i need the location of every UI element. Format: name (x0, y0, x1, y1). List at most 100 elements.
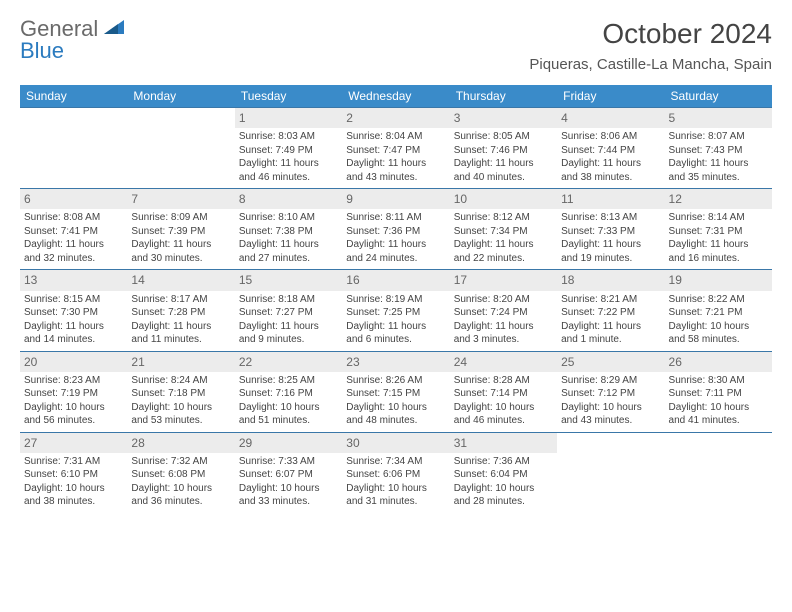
calendar-cell: 29Sunrise: 7:33 AMSunset: 6:07 PMDayligh… (235, 432, 342, 513)
sunset-text: Sunset: 7:36 PM (346, 225, 445, 239)
week-row: 6Sunrise: 8:08 AMSunset: 7:41 PMDaylight… (20, 189, 772, 270)
month-title: October 2024 (529, 18, 772, 50)
sunset-text: Sunset: 7:47 PM (346, 144, 445, 158)
day2-text: and 22 minutes. (454, 252, 553, 266)
sunrise-text: Sunrise: 8:28 AM (454, 374, 553, 388)
day2-text: and 40 minutes. (454, 171, 553, 185)
day-number: 25 (557, 352, 664, 372)
sunrise-text: Sunrise: 8:06 AM (561, 130, 660, 144)
calendar-cell: 23Sunrise: 8:26 AMSunset: 7:15 PMDayligh… (342, 351, 449, 432)
sunset-text: Sunset: 7:21 PM (669, 306, 768, 320)
day2-text: and 53 minutes. (131, 414, 230, 428)
sunrise-text: Sunrise: 8:03 AM (239, 130, 338, 144)
sunrise-text: Sunrise: 8:21 AM (561, 293, 660, 307)
sunset-text: Sunset: 7:49 PM (239, 144, 338, 158)
day-number: 20 (20, 352, 127, 372)
day-number: 14 (127, 270, 234, 290)
day1-text: Daylight: 11 hours (239, 238, 338, 252)
week-row: 20Sunrise: 8:23 AMSunset: 7:19 PMDayligh… (20, 351, 772, 432)
sunrise-text: Sunrise: 8:22 AM (669, 293, 768, 307)
calendar-cell: 31Sunrise: 7:36 AMSunset: 6:04 PMDayligh… (450, 432, 557, 513)
sunset-text: Sunset: 7:11 PM (669, 387, 768, 401)
sunrise-text: Sunrise: 8:26 AM (346, 374, 445, 388)
day1-text: Daylight: 11 hours (239, 157, 338, 171)
day1-text: Daylight: 10 hours (454, 482, 553, 496)
day1-text: Daylight: 10 hours (346, 401, 445, 415)
sunrise-text: Sunrise: 7:31 AM (24, 455, 123, 469)
calendar-table: Sunday Monday Tuesday Wednesday Thursday… (20, 85, 772, 513)
calendar-cell: 3Sunrise: 8:05 AMSunset: 7:46 PMDaylight… (450, 108, 557, 189)
day2-text: and 27 minutes. (239, 252, 338, 266)
day1-text: Daylight: 11 hours (131, 320, 230, 334)
calendar-cell: 18Sunrise: 8:21 AMSunset: 7:22 PMDayligh… (557, 270, 664, 351)
page-header: General Blue October 2024 Piqueras, Cast… (20, 18, 772, 73)
day-number: 1 (235, 108, 342, 128)
day1-text: Daylight: 11 hours (131, 238, 230, 252)
day1-text: Daylight: 10 hours (131, 401, 230, 415)
calendar-cell: 11Sunrise: 8:13 AMSunset: 7:33 PMDayligh… (557, 189, 664, 270)
sunrise-text: Sunrise: 8:09 AM (131, 211, 230, 225)
sunrise-text: Sunrise: 8:15 AM (24, 293, 123, 307)
day2-text: and 19 minutes. (561, 252, 660, 266)
week-row: 27Sunrise: 7:31 AMSunset: 6:10 PMDayligh… (20, 432, 772, 513)
day1-text: Daylight: 11 hours (669, 238, 768, 252)
day2-text: and 32 minutes. (24, 252, 123, 266)
sunrise-text: Sunrise: 8:17 AM (131, 293, 230, 307)
day-number: 9 (342, 189, 449, 209)
day-number: 8 (235, 189, 342, 209)
day1-text: Daylight: 11 hours (454, 320, 553, 334)
day1-text: Daylight: 10 hours (24, 482, 123, 496)
day-number: 4 (557, 108, 664, 128)
sunrise-text: Sunrise: 8:10 AM (239, 211, 338, 225)
sunrise-text: Sunrise: 8:13 AM (561, 211, 660, 225)
day2-text: and 9 minutes. (239, 333, 338, 347)
calendar-cell: 7Sunrise: 8:09 AMSunset: 7:39 PMDaylight… (127, 189, 234, 270)
day2-text: and 38 minutes. (561, 171, 660, 185)
day1-text: Daylight: 10 hours (131, 482, 230, 496)
day2-text: and 51 minutes. (239, 414, 338, 428)
sunrise-text: Sunrise: 8:20 AM (454, 293, 553, 307)
day2-text: and 43 minutes. (346, 171, 445, 185)
sunrise-text: Sunrise: 8:25 AM (239, 374, 338, 388)
day-number: 22 (235, 352, 342, 372)
day2-text: and 58 minutes. (669, 333, 768, 347)
calendar-cell: 22Sunrise: 8:25 AMSunset: 7:16 PMDayligh… (235, 351, 342, 432)
sunset-text: Sunset: 7:34 PM (454, 225, 553, 239)
sunset-text: Sunset: 6:04 PM (454, 468, 553, 482)
day-number: 12 (665, 189, 772, 209)
location-text: Piqueras, Castille-La Mancha, Spain (529, 56, 772, 73)
calendar-cell: 5Sunrise: 8:07 AMSunset: 7:43 PMDaylight… (665, 108, 772, 189)
day2-text: and 38 minutes. (24, 495, 123, 509)
day1-text: Daylight: 10 hours (239, 401, 338, 415)
day2-text: and 46 minutes. (454, 414, 553, 428)
sunset-text: Sunset: 7:31 PM (669, 225, 768, 239)
day-number: 27 (20, 433, 127, 453)
brand-bottom: Blue (20, 40, 126, 62)
calendar-cell: 26Sunrise: 8:30 AMSunset: 7:11 PMDayligh… (665, 351, 772, 432)
calendar-cell: 16Sunrise: 8:19 AMSunset: 7:25 PMDayligh… (342, 270, 449, 351)
day1-text: Daylight: 10 hours (239, 482, 338, 496)
sunrise-text: Sunrise: 8:11 AM (346, 211, 445, 225)
calendar-cell: 9Sunrise: 8:11 AMSunset: 7:36 PMDaylight… (342, 189, 449, 270)
day1-text: Daylight: 11 hours (24, 238, 123, 252)
calendar-cell: 2Sunrise: 8:04 AMSunset: 7:47 PMDaylight… (342, 108, 449, 189)
day1-text: Daylight: 11 hours (454, 157, 553, 171)
day2-text: and 24 minutes. (346, 252, 445, 266)
calendar-cell: 10Sunrise: 8:12 AMSunset: 7:34 PMDayligh… (450, 189, 557, 270)
day1-text: Daylight: 10 hours (561, 401, 660, 415)
day-header: Friday (557, 85, 664, 108)
day-number: 29 (235, 433, 342, 453)
day2-text: and 56 minutes. (24, 414, 123, 428)
sunset-text: Sunset: 7:12 PM (561, 387, 660, 401)
sunset-text: Sunset: 7:30 PM (24, 306, 123, 320)
day2-text: and 43 minutes. (561, 414, 660, 428)
day2-text: and 41 minutes. (669, 414, 768, 428)
day1-text: Daylight: 11 hours (669, 157, 768, 171)
sunrise-text: Sunrise: 8:29 AM (561, 374, 660, 388)
calendar-cell (557, 432, 664, 513)
day1-text: Daylight: 11 hours (24, 320, 123, 334)
brand-logo: General Blue (20, 18, 126, 62)
calendar-cell: 24Sunrise: 8:28 AMSunset: 7:14 PMDayligh… (450, 351, 557, 432)
sunset-text: Sunset: 6:10 PM (24, 468, 123, 482)
calendar-cell: 17Sunrise: 8:20 AMSunset: 7:24 PMDayligh… (450, 270, 557, 351)
